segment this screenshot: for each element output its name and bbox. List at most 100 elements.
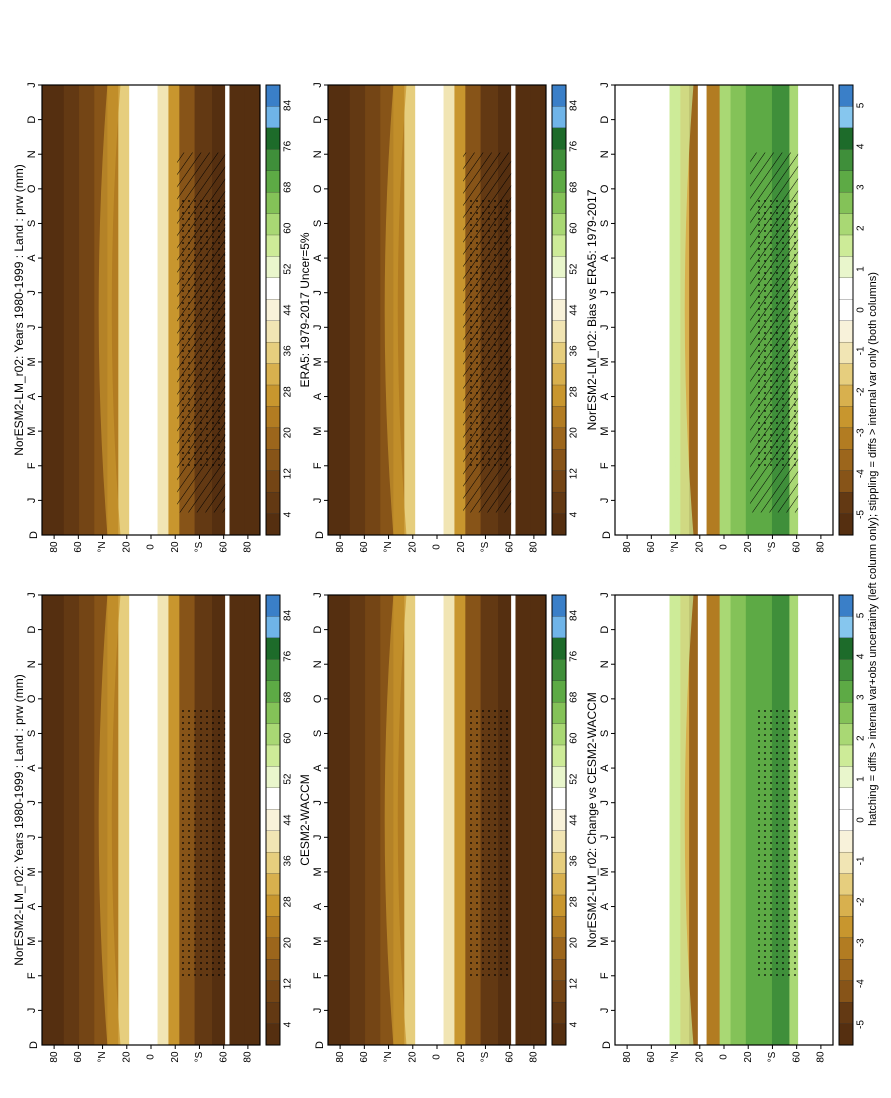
colorbar-swatch (265, 491, 281, 515)
colorbar-swatch (265, 680, 281, 703)
month-tick-label: A (599, 254, 611, 262)
colorbar-swatch (838, 959, 854, 982)
colorbar-label: 36 (283, 855, 294, 867)
colorbar-swatch (838, 594, 854, 617)
colorbar-label: 28 (569, 386, 580, 398)
heat-cell (443, 85, 455, 535)
month-tick-label: J (26, 800, 38, 806)
heat-cell (454, 595, 466, 1045)
month-tick-label: D (599, 116, 611, 124)
lat-tick-label: 60 (646, 1051, 657, 1063)
colorbar-frame (551, 84, 567, 536)
colorbar-swatch (551, 787, 567, 810)
month-tick-label: A (599, 902, 611, 910)
heat-cell (430, 85, 445, 535)
month-tick-label: J (26, 82, 38, 88)
colorbar-label: 68 (283, 181, 294, 193)
colorbar-label: 4 (569, 1021, 580, 1027)
month-tick-label: J (312, 835, 324, 841)
heat-cell (719, 595, 732, 1045)
colorbar-swatch (838, 659, 854, 682)
heat-cell (443, 595, 455, 1045)
heat-cell (689, 595, 699, 1045)
colorbar-label: 5 (856, 102, 867, 108)
colorbar-label: 12 (569, 468, 580, 480)
month-tick-label: J (312, 498, 324, 504)
lat-tick-label: 60 (73, 1051, 84, 1063)
month-tick-label: F (26, 972, 38, 979)
panel-p4: D J F M A M J J A S O N D J 80 60 °N 20 0 20 °S 60 80 CESM2-WAC… (298, 592, 579, 1062)
colorbar-swatch (838, 127, 854, 150)
colorbar-swatch (551, 594, 567, 617)
colorbar-swatch (838, 384, 854, 407)
month-tick-label: D (314, 1041, 326, 1049)
panel-title: ERA5: 1979-2017 Uncer=5% (298, 232, 312, 387)
colorbar-label: 36 (283, 345, 294, 357)
colorbar-swatch (838, 406, 854, 429)
colorbar-swatch (551, 341, 567, 365)
lat-tick-label: 20 (743, 541, 754, 553)
lat-tick-label: 20 (121, 1051, 132, 1063)
month-tick-label: F (599, 462, 611, 469)
month-tick-label: J (26, 1008, 38, 1014)
month-tick-label: S (312, 730, 324, 737)
colorbar-label: -5 (856, 1020, 867, 1029)
colorbar-swatch (838, 491, 854, 515)
colorbar-label: 1 (856, 776, 867, 782)
heat-cell (107, 595, 119, 1045)
colorbar-label: 20 (283, 937, 294, 949)
lat-tick-label: 80 (49, 541, 60, 553)
heat-cell (42, 85, 65, 535)
lat-tick-label: 0 (146, 544, 157, 550)
colorbar-swatch (551, 191, 567, 215)
colorbar-swatch (551, 680, 567, 703)
month-tick-label: M (599, 357, 611, 366)
heat-cell (328, 85, 351, 535)
colorbar-label: -5 (856, 510, 867, 519)
colorbar-swatch (265, 256, 281, 279)
lat-tick-label: 80 (49, 1051, 60, 1063)
month-tick-label: O (26, 694, 38, 703)
colorbar-label: -1 (856, 346, 867, 355)
month-tick-label: S (599, 220, 611, 227)
colorbar-swatch (265, 427, 281, 450)
colorbar-label: 28 (283, 386, 294, 398)
heat-cell (328, 595, 351, 1045)
colorbar-swatch (265, 916, 281, 939)
lat-tick-label: 80 (816, 1051, 827, 1063)
heat-cell (225, 595, 230, 1045)
heat-cell (404, 85, 416, 535)
colorbar-swatch (551, 873, 567, 896)
heat-cell (157, 85, 169, 535)
colorbar-swatch (265, 363, 281, 386)
month-tick-label: J (26, 592, 38, 598)
month-tick-label: F (312, 462, 324, 469)
stippling-overlay (467, 197, 512, 468)
colorbar-swatch (551, 637, 567, 660)
colorbar-label: 28 (283, 896, 294, 908)
month-tick-label: J (312, 592, 324, 598)
heat-cell (118, 595, 130, 1045)
colorbar-swatch (551, 980, 567, 1003)
lat-tick-label: 0 (432, 1054, 443, 1060)
colorbar-swatch (265, 766, 281, 789)
colorbar-swatch (551, 701, 567, 725)
month-tick-label: M (599, 937, 611, 946)
colorbar-swatch (838, 916, 854, 939)
month-tick-label: N (599, 150, 611, 158)
colorbar-swatch (265, 637, 281, 660)
colorbar-swatch (265, 127, 281, 150)
heat-cell (365, 85, 381, 535)
month-tick-label: J (312, 1008, 324, 1014)
colorbar-swatch (838, 277, 854, 300)
lat-tick-label: °N (97, 541, 108, 552)
colorbar-swatch (551, 809, 567, 832)
colorbar-swatch (838, 851, 854, 875)
colorbar-label: 68 (283, 691, 294, 703)
colorbar-label: 3 (856, 694, 867, 700)
colorbar-swatch (838, 873, 854, 896)
heat-cell (730, 85, 747, 535)
month-tick-label: D (28, 1041, 40, 1049)
month-tick-label: M (312, 357, 324, 366)
colorbar-label: 28 (569, 896, 580, 908)
